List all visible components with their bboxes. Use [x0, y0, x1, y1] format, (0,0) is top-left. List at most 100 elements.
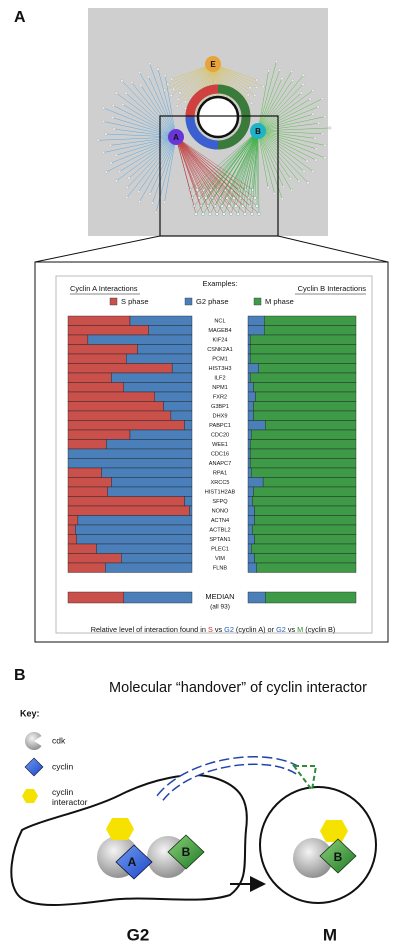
chart-title: Cyclin A Interactions: [70, 284, 138, 293]
bar-segment: [184, 420, 193, 431]
network-node: [320, 97, 324, 101]
network-edge: [113, 105, 177, 138]
caption-part: G2: [276, 625, 286, 634]
network-node: [314, 158, 318, 162]
network-edge: [175, 136, 218, 215]
gene-label: G3BP1: [211, 404, 229, 410]
bar-segment: [265, 591, 357, 604]
gene-label: NPM1: [212, 385, 228, 391]
bar-segment: [163, 401, 193, 412]
hub-node: [250, 123, 266, 139]
network-edge: [257, 130, 269, 188]
network-edge: [256, 130, 259, 207]
bar-segment: [249, 353, 357, 364]
network-edge: [257, 106, 319, 132]
network-edge: [251, 130, 259, 215]
hub-label: E: [210, 60, 216, 69]
bar-segment: [67, 515, 79, 526]
bar-segment: [249, 448, 357, 459]
network-node: [147, 75, 150, 79]
bar-segment: [252, 496, 357, 507]
gene-label: MAGEB4: [208, 328, 231, 334]
network-edge: [178, 63, 214, 100]
network-edge: [235, 130, 259, 207]
network-node: [311, 170, 315, 174]
bar-segment: [170, 410, 193, 421]
network-node: [253, 196, 257, 200]
network-edge: [198, 130, 259, 199]
network-edge: [257, 130, 317, 150]
network-node: [266, 186, 270, 190]
network-edge: [257, 84, 304, 132]
network-node: [96, 138, 100, 142]
bar-segment: [67, 534, 77, 545]
network-node: [234, 204, 238, 208]
network-edge: [212, 63, 255, 96]
network-edge: [257, 98, 311, 132]
network-edge: [257, 116, 325, 132]
bar-segment: [67, 325, 149, 336]
network-node: [301, 82, 305, 86]
network-edge: [233, 130, 259, 199]
gene-label: PABPC1: [209, 423, 231, 429]
network-node: [114, 179, 118, 183]
caption-part: Relative level of interaction found in: [91, 625, 208, 634]
network-node: [323, 143, 327, 147]
network-node: [328, 126, 332, 130]
network-node: [125, 196, 129, 199]
network-edge: [128, 136, 177, 179]
network-edge: [216, 130, 259, 215]
stage-label: G2: [127, 925, 150, 944]
network-node: [102, 106, 106, 110]
network-edge: [103, 107, 177, 138]
bar-segment: [256, 562, 357, 573]
network-edge: [202, 130, 259, 215]
bar-segment: [247, 515, 255, 526]
network-edge: [175, 136, 228, 199]
bar-segment: [247, 591, 266, 604]
network-node: [311, 112, 315, 116]
key-title: Key:: [20, 708, 40, 718]
network-edge: [257, 130, 317, 161]
bar-segment: [247, 410, 254, 421]
network-edge: [257, 130, 325, 158]
network-edge: [249, 130, 259, 207]
bar-segment: [67, 467, 102, 478]
hub-label: B: [255, 127, 261, 136]
network-edge: [127, 136, 177, 188]
network-edge: [138, 136, 177, 192]
network-edge: [237, 130, 259, 215]
network-node: [278, 68, 282, 72]
bar-segment: [111, 477, 193, 488]
bar-segment: [247, 486, 254, 497]
bar-segment: [126, 353, 193, 364]
network-edge: [257, 130, 308, 162]
bar-segment: [249, 372, 357, 383]
network-node: [102, 151, 106, 155]
bar-segment: [67, 344, 138, 355]
network-edge: [254, 130, 259, 199]
network-edge: [175, 136, 211, 215]
bar-segment: [247, 448, 251, 459]
network-edge: [257, 90, 314, 132]
network-edge: [175, 136, 207, 199]
network-node: [255, 204, 259, 208]
cyclin-b: [319, 838, 357, 874]
network-node: [229, 212, 233, 216]
network-edge: [103, 136, 177, 153]
bar-segment: [76, 534, 193, 545]
gene-label: HIST3H3: [208, 366, 231, 372]
network-edge: [212, 63, 252, 104]
bar-segment: [247, 334, 251, 345]
network-edge: [257, 130, 292, 191]
network-node: [169, 93, 173, 97]
network-node: [243, 212, 247, 216]
gene-label: SFPQ: [212, 499, 228, 505]
key-label: cdk: [52, 735, 66, 745]
network-edge: [244, 130, 259, 215]
network-edge: [171, 63, 214, 96]
cyclin-a: [115, 844, 153, 880]
network-edge: [189, 130, 259, 191]
bar-segment: [123, 591, 193, 604]
bar-segment: [254, 515, 357, 526]
